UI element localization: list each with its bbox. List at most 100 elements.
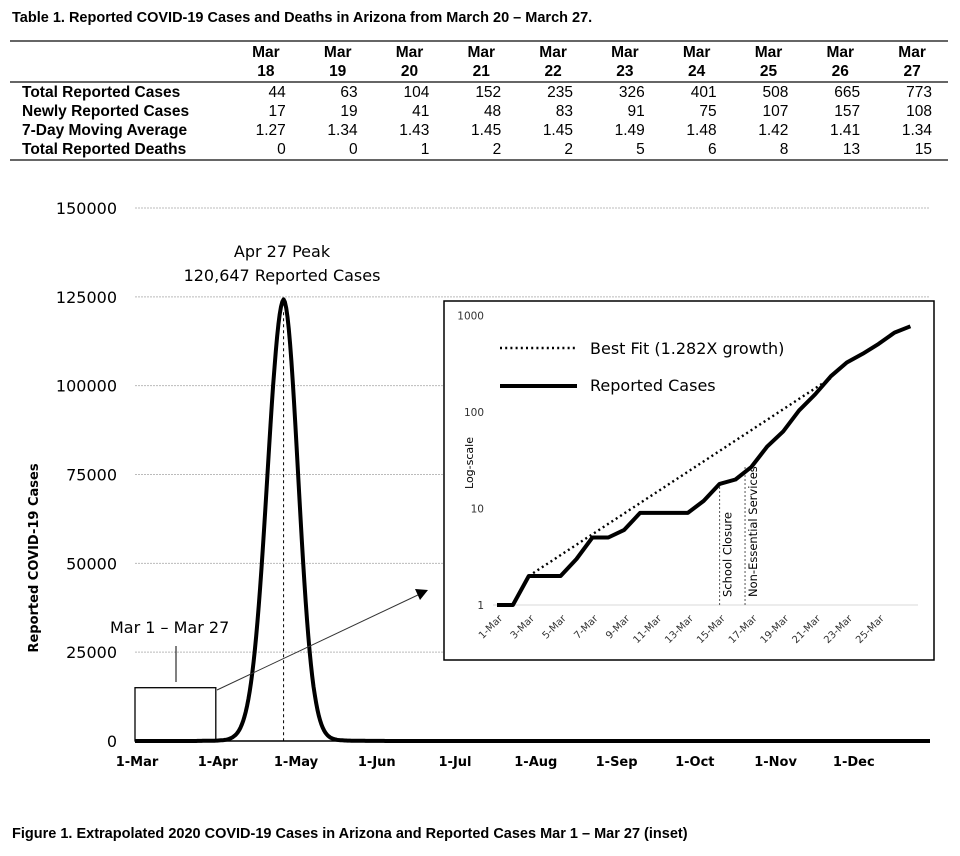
table-cell: 48 [483, 103, 502, 120]
column-header-day: 19 [301, 62, 374, 83]
header-row-month: Mar Mar Mar Mar Mar Mar Mar Mar Mar Mar [10, 40, 948, 62]
inset-y-tick-labels: 1 10 100 1000 [457, 311, 484, 613]
y-tick-label: 75000 [66, 466, 117, 485]
legend-label-best-fit: Best Fit (1.282X growth) [590, 339, 784, 358]
inset-event-markers: School Closure Non-Essential Services [719, 466, 760, 605]
main-x-tick-labels: 1-Mar 1-Apr 1-May 1-Jun 1-Jul 1-Aug 1-Sep 1-Oct… [116, 755, 875, 770]
table-cell: 773 [906, 84, 932, 101]
legend-label-reported: Reported Cases [590, 376, 716, 395]
column-header-month: Mar [230, 40, 302, 62]
column-header-day: 24 [660, 62, 733, 83]
table-cell: 1.41 [830, 122, 861, 139]
table-cell: 19 [340, 103, 358, 120]
x-tick-label: 1-Jul [439, 755, 472, 770]
table-row: 7-Day Moving Average 1.27 1.34 1.43 1.45 1.45… [10, 121, 948, 140]
column-header-month: Mar [660, 40, 733, 62]
column-header-month: Mar [373, 40, 446, 62]
table-cell: 108 [906, 103, 932, 120]
column-header-month: Mar [804, 40, 877, 62]
y-tick-label: 150000 [56, 199, 117, 218]
table-row: Newly Reported Cases 17 19 41 48 83 91 75 107 157… [10, 102, 948, 121]
y-tick-label: 25000 [66, 643, 117, 662]
peak-annotation-line1: Apr 27 Peak [234, 242, 331, 261]
column-header-day: 25 [732, 62, 805, 83]
table-cell: 8 [732, 140, 805, 161]
main-y-axis-label: Reported COVID-19 Cases [27, 463, 42, 652]
table-cell: 91 [627, 103, 645, 120]
table-cell: 17 [268, 103, 286, 120]
table-cell: 0 [230, 140, 302, 161]
table-cell: 104 [403, 84, 430, 101]
x-tick-label: 1-Aug [514, 755, 557, 770]
table-cell: 6 [660, 140, 733, 161]
header-corner [10, 40, 230, 62]
inset-y-axis-label: Log-scale [463, 437, 476, 489]
main-y-tick-labels: 0 25000 50000 75000 100000 125000 150000 [56, 199, 117, 751]
figure-chart: 0 25000 50000 75000 100000 125000 150000 1-Mar… [27, 199, 935, 770]
column-header-month: Mar [588, 40, 661, 62]
column-header-day: 22 [517, 62, 589, 83]
inset-legend: Best Fit (1.282X growth) Reported Cases [500, 339, 784, 395]
table-cell: 1.45 [542, 122, 573, 139]
column-header-day: 21 [445, 62, 518, 83]
table-cell: 1.34 [901, 122, 932, 139]
x-tick-label: 1-Nov [754, 755, 797, 770]
table-cell: 2 [517, 140, 589, 161]
x-tick-label: 1-Apr [198, 755, 239, 770]
table-cell: 107 [762, 103, 789, 120]
column-header-day: 18 [230, 62, 302, 83]
inset-y-tick-label: 100 [464, 407, 484, 419]
table-cell: 235 [547, 84, 573, 101]
table-cell: 1.45 [471, 122, 502, 139]
table-cell: 83 [555, 103, 573, 120]
row-label: Total Reported Cases [22, 84, 181, 101]
table-cell: 665 [834, 84, 861, 101]
header-row-day: 18 19 20 21 22 23 24 25 26 27 [10, 62, 948, 83]
arrow-head-icon [415, 589, 428, 600]
figure-caption: Figure 1. Extrapolated 2020 COVID-19 Cas… [12, 826, 688, 842]
row-label: Newly Reported Cases [22, 103, 190, 120]
inset-y-tick-label: 10 [471, 504, 484, 516]
table-row: Total Reported Deaths 0 0 1 2 2 5 6 8 13 15 [10, 140, 948, 161]
row-label: Total Reported Deaths [10, 140, 230, 161]
table-cell: 2 [445, 140, 518, 161]
y-tick-label: 100000 [56, 377, 117, 396]
x-tick-label: 1-Dec [833, 755, 875, 770]
table-cell: 41 [412, 103, 430, 120]
table-cell: 63 [340, 84, 358, 101]
y-tick-label: 125000 [56, 288, 117, 307]
row-label: 7-Day Moving Average [22, 122, 188, 139]
y-tick-label: 50000 [66, 554, 117, 573]
event-marker-label: Non-Essential Services [746, 466, 760, 597]
inset-y-tick-label: 1000 [457, 311, 484, 323]
table-cell: 1.43 [399, 122, 430, 139]
reported-cases-line [497, 324, 912, 607]
table-cell: 152 [475, 84, 502, 101]
x-tick-label: 1-Sep [596, 755, 638, 770]
inset-region-box [134, 687, 217, 742]
column-header-month: Mar [732, 40, 805, 62]
inset-y-tick-label: 1 [477, 600, 484, 612]
table-cell: 75 [699, 103, 717, 120]
header-corner [10, 62, 230, 83]
table-cell: 1.49 [614, 122, 645, 139]
column-header-month: Mar [301, 40, 374, 62]
peak-annotation-line2: 120,647 Reported Cases [184, 266, 381, 285]
y-tick-label: 0 [107, 732, 117, 751]
table-cell: 1.48 [686, 122, 717, 139]
column-header-month: Mar [876, 40, 948, 62]
extrapolated-cases-line [134, 297, 931, 743]
table-cell: 1 [373, 140, 446, 161]
table-row: Total Reported Cases 44 63 104 152 235 326 401 5… [10, 82, 948, 102]
x-tick-label: 1-Oct [675, 755, 714, 770]
column-header-month: Mar [517, 40, 589, 62]
table-cell: 0 [301, 140, 374, 161]
column-header-month: Mar [445, 40, 518, 62]
table-cell: 326 [618, 84, 645, 101]
table-cell: 1.34 [327, 122, 358, 139]
x-tick-label: 1-Mar [116, 755, 159, 770]
table-cell: 401 [690, 84, 717, 101]
table-cell: 13 [804, 140, 877, 161]
table-cell: 1.27 [255, 122, 286, 139]
